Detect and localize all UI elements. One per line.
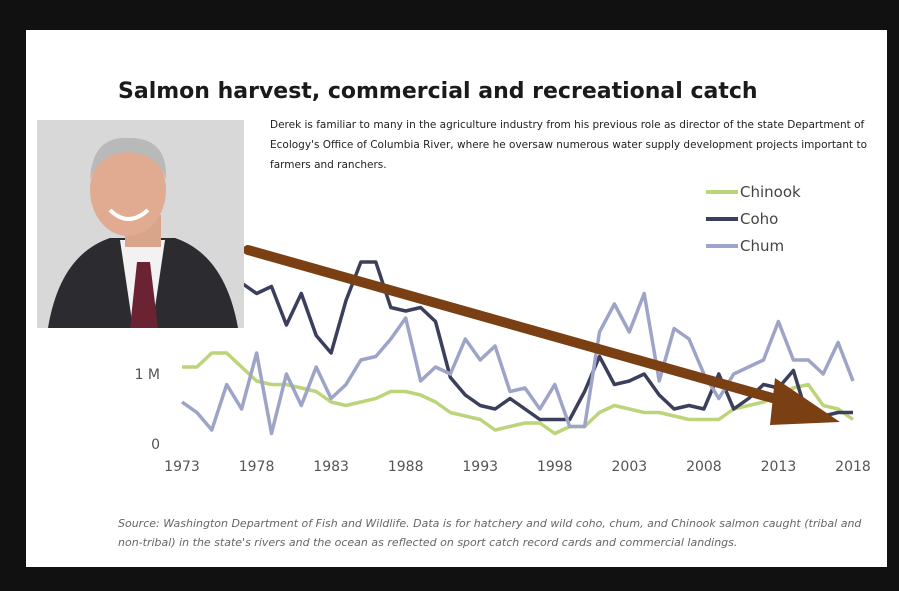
x-tick-label: 1978 xyxy=(239,459,275,475)
description-line: Derek is familiar to many in the agricul… xyxy=(270,119,865,131)
x-tick-label: 2013 xyxy=(761,459,797,475)
x-tick-label: 2008 xyxy=(686,459,722,475)
source-line: Source: Washington Department of Fish an… xyxy=(118,517,862,530)
x-tick-label: 1973 xyxy=(164,459,200,475)
x-tick-label: 1998 xyxy=(537,459,573,475)
y-tick-label: 0 xyxy=(151,437,160,453)
y-tick-label: 1 M xyxy=(135,367,160,383)
arrow-head xyxy=(770,378,840,425)
photo xyxy=(37,120,244,328)
arrow-shaft xyxy=(243,245,795,408)
x-tick-label: 2003 xyxy=(612,459,648,475)
x-tick-label: 2018 xyxy=(835,459,871,475)
x-tick-label: 1993 xyxy=(462,459,498,475)
chart-title: Salmon harvest, commercial and recreatio… xyxy=(118,79,758,104)
legend: Chinook Coho Chum xyxy=(706,183,801,255)
series-line xyxy=(180,291,855,436)
photo-hair xyxy=(90,137,167,180)
x-tick-label: 1983 xyxy=(313,459,349,475)
photo-smile xyxy=(108,208,150,221)
photo-tie xyxy=(130,262,158,328)
source-line: non-tribal) in the state's rivers and th… xyxy=(118,536,737,549)
description-line: farmers and ranchers. xyxy=(270,159,387,171)
description: Derek is familiar to many in the agricul… xyxy=(270,119,867,171)
description-line: Ecology's Office of Columbia River, wher… xyxy=(270,139,867,151)
legend-label: Chinook xyxy=(740,183,801,201)
legend-label: Coho xyxy=(740,210,778,228)
x-tick-label: 1988 xyxy=(388,459,424,475)
legend-label: Chum xyxy=(740,237,784,255)
source: Source: Washington Department of Fish an… xyxy=(118,517,862,549)
trend-arrow xyxy=(243,245,840,425)
